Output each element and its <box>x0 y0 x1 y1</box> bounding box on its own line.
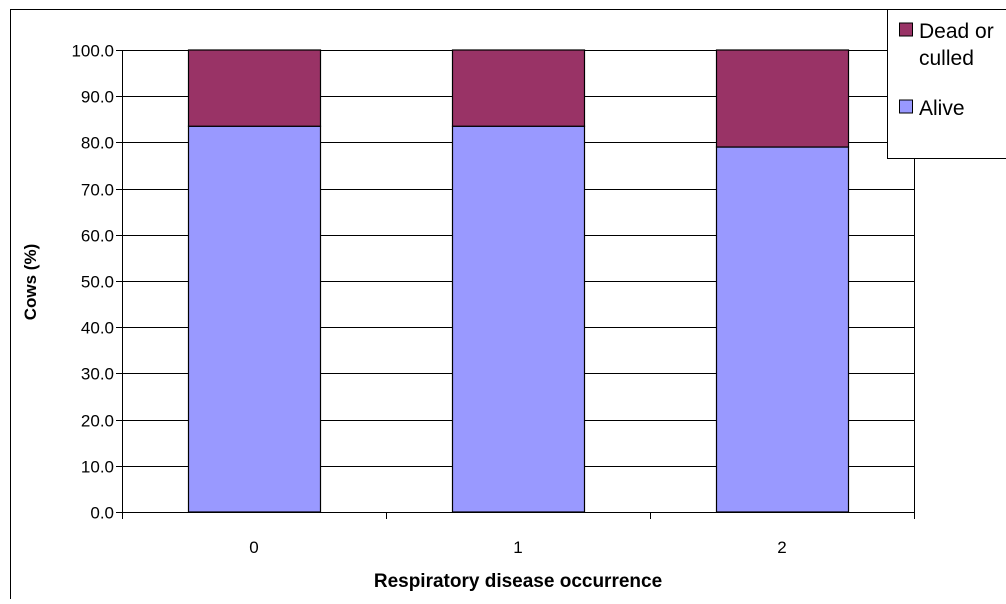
x-tick-label: 0 <box>249 538 258 557</box>
bar-segment-dead-or-culled-2 <box>717 50 849 147</box>
x-tick-label: 1 <box>513 538 522 557</box>
y-tick-label: 90.0 <box>81 88 114 107</box>
legend-label: Dead or <box>919 20 994 43</box>
bar-segment-alive-2 <box>717 147 849 512</box>
legend-swatch <box>900 100 913 113</box>
y-tick-label: 10.0 <box>81 458 114 477</box>
y-tick-label: 50.0 <box>81 273 114 292</box>
legend-label: culled <box>919 47 974 70</box>
y-tick-label: 30.0 <box>81 365 114 384</box>
y-tick-label: 80.0 <box>81 134 114 153</box>
y-tick-label: 20.0 <box>81 412 114 431</box>
y-axis-label: Cows (%) <box>21 244 40 321</box>
legend-label: Alive <box>919 97 965 120</box>
y-tick-label: 70.0 <box>81 181 114 200</box>
y-tick-label: 100.0 <box>71 42 114 61</box>
x-tick-label: 2 <box>777 538 786 557</box>
x-axis-label: Respiratory disease occurrence <box>374 571 662 592</box>
bar-segment-alive-0 <box>189 126 321 512</box>
bar-segment-dead-or-culled-1 <box>453 50 585 126</box>
legend: Dead or culled Alive <box>888 10 1006 159</box>
y-tick-label: 40.0 <box>81 319 114 338</box>
legend-swatch <box>900 23 913 36</box>
bar-segment-dead-or-culled-0 <box>189 50 321 126</box>
bars <box>189 50 849 512</box>
y-tick-label: 0.0 <box>90 504 114 523</box>
bar-segment-alive-1 <box>453 126 585 512</box>
y-tick-label: 60.0 <box>81 227 114 246</box>
